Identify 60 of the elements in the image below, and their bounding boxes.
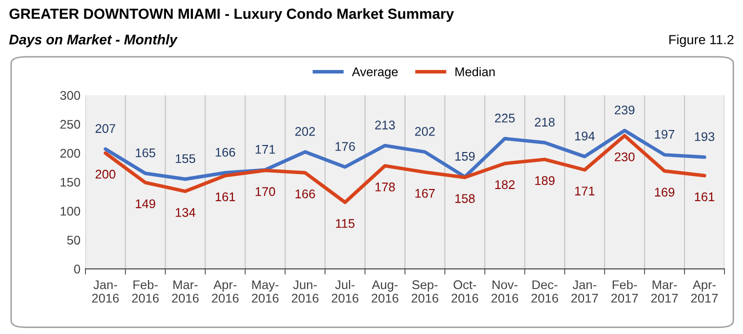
data-label: 213 xyxy=(375,120,395,130)
x-tick-label: Aug- 2016 xyxy=(372,280,398,303)
data-label: 155 xyxy=(176,154,196,164)
x-tick-label: Sep- 2016 xyxy=(412,280,438,303)
data-label: 202 xyxy=(295,126,315,136)
legend-label: Median xyxy=(456,67,495,76)
data-label: 239 xyxy=(614,106,634,114)
data-label: 197 xyxy=(655,130,674,139)
data-label: 167 xyxy=(415,188,435,198)
data-label: 166 xyxy=(296,189,315,198)
data-label: 161 xyxy=(216,192,236,202)
data-label: 176 xyxy=(336,142,355,151)
x-tick-label: Apr- 2017 xyxy=(691,280,718,303)
data-label: 134 xyxy=(176,208,196,217)
data-label: 230 xyxy=(614,152,635,162)
data-label: 158 xyxy=(455,194,475,203)
x-tick-label: Apr- 2016 xyxy=(212,280,239,303)
y-tick-label: 250 xyxy=(60,120,80,129)
data-label: 189 xyxy=(535,176,555,186)
legend-label: Average xyxy=(352,68,398,79)
data-label: 178 xyxy=(375,182,395,192)
data-label: 161 xyxy=(694,192,714,202)
data-label: 200 xyxy=(96,170,116,179)
x-tick-label: Jul- 2016 xyxy=(332,280,358,303)
data-label: 202 xyxy=(415,126,435,136)
y-tick-label: 100 xyxy=(60,206,80,216)
data-label: 194 xyxy=(575,132,595,140)
y-tick-label: 50 xyxy=(67,236,80,245)
data-label: 115 xyxy=(336,219,354,228)
x-tick-label: Jan- 2016 xyxy=(92,280,119,303)
data-label: 225 xyxy=(494,114,515,123)
data-label: 171 xyxy=(575,186,594,196)
data-label: 165 xyxy=(136,148,156,158)
data-label: 218 xyxy=(534,118,555,127)
chart-title: GREATER DOWNTOWN MIAMI - Luxury Condo Market Summary xyxy=(10,8,454,22)
caption: Figure 11.2 xyxy=(669,34,734,47)
data-label: 149 xyxy=(136,199,156,208)
data-label: 171 xyxy=(256,145,275,154)
data-label: 159 xyxy=(455,152,475,161)
y-tick-label: 0 xyxy=(74,264,80,274)
x-tick-label: Nov- 2016 xyxy=(492,280,518,303)
y-tick-label: 200 xyxy=(60,148,80,158)
data-label: 207 xyxy=(96,124,116,133)
data-label: 182 xyxy=(495,180,515,190)
x-tick-label: Oct- 2016 xyxy=(452,280,478,303)
data-label: 193 xyxy=(694,132,714,142)
x-tick-label: Feb- 2016 xyxy=(132,280,159,303)
x-tick-label: Jan- 2017 xyxy=(571,280,598,303)
x-tick-label: Jun- 2016 xyxy=(292,280,318,303)
chart-subtitle: Days on Market - Monthly xyxy=(9,34,178,48)
x-tick-label: May- 2016 xyxy=(252,280,279,303)
y-tick-label: 300 xyxy=(60,90,80,100)
data-label: 170 xyxy=(256,187,276,196)
x-tick-label: Mar- 2017 xyxy=(651,280,678,303)
x-tick-label: Feb- 2017 xyxy=(611,280,638,303)
x-tick-label: Dec- 2016 xyxy=(531,280,558,303)
y-tick-label: 150 xyxy=(60,178,80,187)
data-label: 169 xyxy=(655,188,674,197)
data-label: 166 xyxy=(216,148,236,157)
x-tick-label: Mar- 2016 xyxy=(172,280,199,303)
